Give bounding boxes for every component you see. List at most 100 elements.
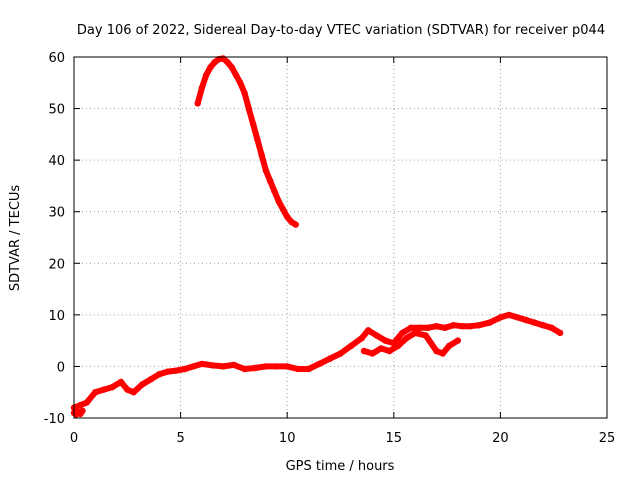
data-point	[100, 386, 108, 393]
data-point	[83, 399, 91, 406]
data-point	[173, 367, 180, 374]
y-tick-label: 30	[48, 206, 65, 221]
data-point	[292, 221, 299, 228]
data-point	[348, 342, 355, 349]
plot-frame	[73, 56, 608, 419]
y-axis-label: SDTVAR / TECUs	[8, 185, 23, 292]
y-tick-label: 10	[48, 309, 65, 324]
data-point	[531, 319, 538, 326]
x-tick-label: 5	[176, 431, 184, 446]
data-point	[386, 347, 393, 355]
data-point	[237, 79, 244, 87]
data-point	[358, 334, 365, 342]
data-point	[139, 381, 146, 388]
data-point	[369, 350, 376, 357]
series-arc-high	[194, 55, 299, 228]
data-point	[294, 365, 302, 373]
data-point	[198, 84, 206, 92]
data-point	[273, 363, 280, 370]
data-point	[377, 345, 385, 352]
series-scatter-extra	[360, 329, 461, 357]
data-point	[416, 324, 423, 331]
data-point	[203, 71, 210, 79]
data-point	[77, 401, 84, 409]
data-point	[505, 311, 513, 319]
data-point	[326, 355, 333, 362]
data-point	[407, 324, 415, 331]
data-point	[232, 71, 240, 79]
data-point	[399, 329, 406, 337]
data-point	[252, 364, 259, 372]
y-tick-label: 40	[48, 154, 65, 169]
data-point	[522, 316, 530, 324]
data-point	[467, 323, 474, 330]
data-point	[373, 332, 380, 339]
data-point	[79, 407, 86, 414]
data-point	[147, 376, 154, 383]
data-point	[220, 363, 227, 370]
data-point	[454, 337, 461, 344]
data-point	[266, 177, 274, 184]
data-point	[241, 89, 248, 97]
data-point	[305, 365, 312, 373]
data-point	[224, 59, 231, 66]
y-tick-label: -10	[44, 412, 65, 427]
data-point	[245, 105, 252, 112]
data-point	[258, 151, 265, 159]
data-point	[337, 350, 344, 357]
series-daily-trend	[70, 311, 564, 411]
data-point	[275, 198, 282, 205]
data-point	[181, 365, 189, 373]
x-tick-label: 10	[279, 431, 296, 446]
data-point	[439, 350, 446, 357]
data-point	[209, 362, 216, 369]
chart-title: Day 106 of 2022, Sidereal Day-to-day VTE…	[77, 23, 605, 38]
data-point	[475, 322, 483, 329]
data-point	[394, 342, 402, 349]
data-point	[539, 322, 547, 329]
data-point	[556, 329, 564, 337]
data-point	[279, 205, 287, 213]
data-point	[271, 187, 278, 195]
data-point	[365, 327, 372, 334]
data-point	[458, 323, 466, 330]
data-point	[424, 324, 432, 331]
data-point	[190, 363, 197, 370]
data-point	[124, 386, 131, 393]
data-point	[164, 368, 171, 375]
data-point	[450, 322, 457, 329]
x-tick-label: 20	[492, 431, 509, 446]
y-tick-label: 20	[48, 257, 65, 272]
data-point	[130, 389, 137, 396]
axis-ticks: 0 5 10 15 20 25 -10 0 10 20 30 40 50 60	[44, 51, 616, 446]
x-axis-label: GPS time / hours	[286, 459, 395, 474]
data-point	[284, 363, 291, 370]
data-point	[241, 365, 248, 373]
data-point	[249, 120, 257, 128]
data-point	[548, 324, 555, 331]
data-point	[316, 360, 323, 368]
data-point	[92, 389, 99, 396]
data-point	[497, 314, 504, 321]
y-tick-label: 0	[57, 360, 65, 375]
data-point	[382, 337, 389, 344]
data-point	[360, 347, 368, 355]
data-point	[403, 334, 410, 342]
data-point	[117, 378, 125, 386]
data-point	[262, 363, 270, 370]
data-point	[198, 360, 206, 368]
data-point	[486, 319, 493, 326]
data-point	[156, 371, 163, 378]
data-point	[109, 383, 116, 391]
y-tick-label: 50	[48, 103, 65, 118]
data-series	[70, 55, 564, 418]
data-point	[228, 64, 235, 71]
series-line	[71, 311, 564, 411]
data-point	[207, 64, 214, 71]
x-tick-label: 15	[386, 431, 403, 446]
data-point	[284, 213, 291, 221]
data-point	[433, 323, 440, 330]
data-point	[230, 361, 238, 369]
data-point	[422, 332, 429, 339]
data-point	[441, 324, 449, 331]
